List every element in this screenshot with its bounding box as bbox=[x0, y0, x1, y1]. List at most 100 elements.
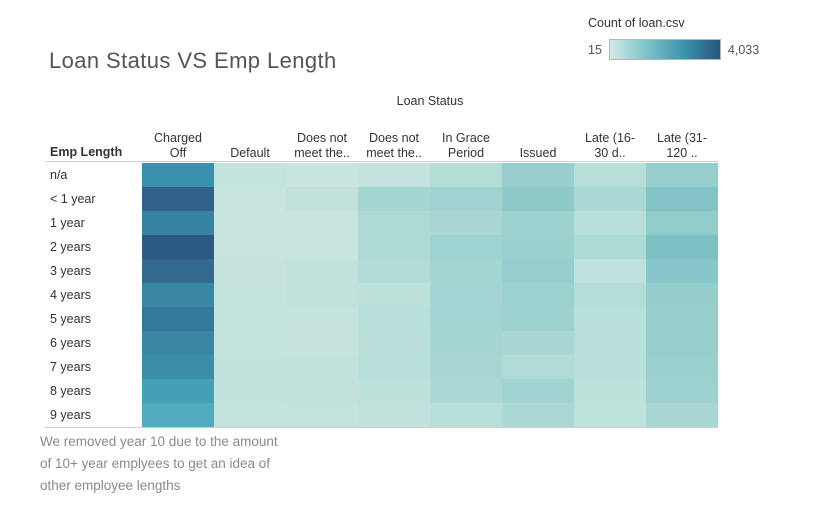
heatmap-cell[interactable] bbox=[502, 403, 574, 427]
heatmap-cell[interactable] bbox=[142, 307, 214, 331]
column-header-charged-off[interactable]: Charged Off bbox=[154, 131, 202, 160]
heatmap-cell[interactable] bbox=[430, 235, 502, 259]
row-label-1-year[interactable]: 1 year bbox=[50, 216, 85, 230]
row-label-3-years[interactable]: 3 years bbox=[50, 264, 91, 278]
heatmap-cell[interactable] bbox=[646, 211, 718, 235]
heatmap-cell[interactable] bbox=[646, 283, 718, 307]
heatmap-cell[interactable] bbox=[214, 163, 286, 187]
heatmap-cell[interactable] bbox=[430, 331, 502, 355]
heatmap-cell[interactable] bbox=[142, 211, 214, 235]
heatmap-cell[interactable] bbox=[286, 283, 358, 307]
row-label-9-years[interactable]: 9 years bbox=[50, 408, 91, 422]
heatmap-cell[interactable] bbox=[646, 307, 718, 331]
heatmap-cell[interactable] bbox=[142, 331, 214, 355]
heatmap-cell[interactable] bbox=[574, 307, 646, 331]
heatmap-cell[interactable] bbox=[574, 379, 646, 403]
column-header-issued[interactable]: Issued bbox=[519, 146, 557, 160]
heatmap-cell[interactable] bbox=[646, 187, 718, 211]
heatmap-cell[interactable] bbox=[358, 283, 430, 307]
heatmap-cell[interactable] bbox=[142, 379, 214, 403]
heatmap-cell[interactable] bbox=[142, 187, 214, 211]
column-header-late-31-120[interactable]: Late (31- 120 .. bbox=[656, 131, 708, 160]
heatmap-cell[interactable] bbox=[286, 331, 358, 355]
heatmap-cell[interactable] bbox=[574, 235, 646, 259]
heatmap-cell[interactable] bbox=[502, 307, 574, 331]
row-label-na[interactable]: n/a bbox=[50, 168, 68, 182]
column-header-does-not-meet-2[interactable]: Does not meet the.. bbox=[366, 131, 422, 160]
heatmap-cell[interactable] bbox=[214, 259, 286, 283]
heatmap-cell[interactable] bbox=[430, 355, 502, 379]
heatmap-cell[interactable] bbox=[502, 259, 574, 283]
heatmap-cell[interactable] bbox=[142, 163, 214, 187]
heatmap-cell[interactable] bbox=[358, 403, 430, 427]
heatmap-cell[interactable] bbox=[286, 379, 358, 403]
heatmap-cell[interactable] bbox=[214, 211, 286, 235]
row-label-5-years[interactable]: 5 years bbox=[50, 312, 91, 326]
heatmap-cell[interactable] bbox=[142, 235, 214, 259]
column-header-default[interactable]: Default bbox=[230, 146, 270, 160]
column-header-in-grace-period[interactable]: In Grace Period bbox=[442, 131, 490, 160]
heatmap-cell[interactable] bbox=[142, 283, 214, 307]
row-label-7-years[interactable]: 7 years bbox=[50, 360, 91, 374]
heatmap-cell[interactable] bbox=[358, 211, 430, 235]
heatmap-cell[interactable] bbox=[142, 403, 214, 427]
color-legend[interactable]: Count of loan.csv 15 4,033 bbox=[588, 16, 798, 60]
heatmap-cell[interactable] bbox=[286, 211, 358, 235]
heatmap-cell[interactable] bbox=[358, 259, 430, 283]
column-header-late-16-30[interactable]: Late (16- 30 d.. bbox=[584, 131, 636, 160]
legend-gradient-bar[interactable] bbox=[608, 39, 721, 60]
heatmap-cell[interactable] bbox=[358, 379, 430, 403]
heatmap-cell[interactable] bbox=[430, 211, 502, 235]
heatmap-cell[interactable] bbox=[358, 187, 430, 211]
row-label-lt-1-year[interactable]: < 1 year bbox=[50, 192, 96, 206]
heatmap-cell[interactable] bbox=[502, 187, 574, 211]
heatmap-cell[interactable] bbox=[574, 163, 646, 187]
heatmap-cell[interactable] bbox=[574, 259, 646, 283]
heatmap-cell[interactable] bbox=[142, 259, 214, 283]
heatmap-cell[interactable] bbox=[358, 235, 430, 259]
heatmap-cell[interactable] bbox=[286, 163, 358, 187]
heatmap-cell[interactable] bbox=[286, 187, 358, 211]
heatmap-cell[interactable] bbox=[214, 403, 286, 427]
heatmap-cell[interactable] bbox=[574, 211, 646, 235]
heatmap-cell[interactable] bbox=[574, 187, 646, 211]
heatmap-cell[interactable] bbox=[430, 283, 502, 307]
heatmap-cell[interactable] bbox=[430, 187, 502, 211]
heatmap-cell[interactable] bbox=[646, 235, 718, 259]
heatmap-cell[interactable] bbox=[214, 283, 286, 307]
heatmap-cell[interactable] bbox=[574, 283, 646, 307]
heatmap-cell[interactable] bbox=[574, 403, 646, 427]
heatmap-cell[interactable] bbox=[430, 259, 502, 283]
column-header-does-not-meet-1[interactable]: Does not meet the.. bbox=[294, 131, 350, 160]
row-label-6-years[interactable]: 6 years bbox=[50, 336, 91, 350]
row-label-4-years[interactable]: 4 years bbox=[50, 288, 91, 302]
heatmap-cell[interactable] bbox=[358, 163, 430, 187]
heatmap-cell[interactable] bbox=[646, 163, 718, 187]
heatmap-cell[interactable] bbox=[502, 331, 574, 355]
heatmap-cell[interactable] bbox=[214, 379, 286, 403]
heatmap-cell[interactable] bbox=[358, 331, 430, 355]
heatmap-cell[interactable] bbox=[358, 307, 430, 331]
heatmap-cell[interactable] bbox=[646, 331, 718, 355]
heatmap-cell[interactable] bbox=[502, 283, 574, 307]
heatmap-cell[interactable] bbox=[214, 235, 286, 259]
heatmap-cell[interactable] bbox=[430, 403, 502, 427]
heatmap-cell[interactable] bbox=[502, 379, 574, 403]
heatmap-cell[interactable] bbox=[646, 403, 718, 427]
heatmap-cell[interactable] bbox=[502, 355, 574, 379]
row-label-8-years[interactable]: 8 years bbox=[50, 384, 91, 398]
heatmap-cell[interactable] bbox=[142, 355, 214, 379]
heatmap-cell[interactable] bbox=[646, 355, 718, 379]
heatmap-cell[interactable] bbox=[574, 331, 646, 355]
heatmap-cell[interactable] bbox=[286, 403, 358, 427]
heatmap-cell[interactable] bbox=[214, 331, 286, 355]
heatmap-cell[interactable] bbox=[430, 379, 502, 403]
heatmap-cell[interactable] bbox=[286, 259, 358, 283]
heatmap-cell[interactable] bbox=[286, 235, 358, 259]
heatmap-cell[interactable] bbox=[286, 307, 358, 331]
row-label-2-years[interactable]: 2 years bbox=[50, 240, 91, 254]
heatmap-cell[interactable] bbox=[286, 355, 358, 379]
heatmap-cell[interactable] bbox=[646, 259, 718, 283]
heatmap-cell[interactable] bbox=[430, 307, 502, 331]
heatmap-cell[interactable] bbox=[502, 235, 574, 259]
